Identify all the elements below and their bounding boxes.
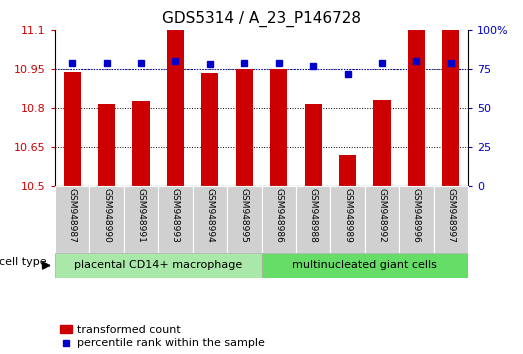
Text: GSM948986: GSM948986	[274, 188, 283, 243]
Bar	[442, 30, 460, 186]
Bar	[434, 186, 468, 253]
Text: GDS5314 / A_23_P146728: GDS5314 / A_23_P146728	[162, 11, 361, 27]
Bar	[365, 186, 399, 253]
Bar	[339, 155, 356, 186]
Text: GSM948990: GSM948990	[102, 188, 111, 243]
Bar	[304, 104, 322, 186]
Bar	[270, 69, 287, 186]
Text: cell type: cell type	[0, 257, 47, 267]
Bar	[55, 186, 89, 253]
Text: GSM948991: GSM948991	[137, 188, 145, 243]
Legend: transformed count, percentile rank within the sample: transformed count, percentile rank withi…	[61, 325, 265, 348]
Bar	[55, 253, 262, 278]
Bar	[262, 253, 468, 278]
Bar	[408, 30, 425, 186]
Bar	[201, 73, 219, 186]
Text: GSM948993: GSM948993	[171, 188, 180, 243]
Bar	[63, 72, 81, 186]
Bar	[227, 186, 262, 253]
Text: multinucleated giant cells: multinucleated giant cells	[292, 261, 437, 270]
Text: placental CD14+ macrophage: placental CD14+ macrophage	[74, 261, 242, 270]
Text: GSM948995: GSM948995	[240, 188, 249, 243]
Text: GSM948988: GSM948988	[309, 188, 317, 243]
Text: GSM948987: GSM948987	[67, 188, 77, 243]
Text: GSM948997: GSM948997	[446, 188, 456, 243]
Bar	[399, 186, 434, 253]
Bar	[132, 102, 150, 186]
Text: GSM948994: GSM948994	[206, 188, 214, 242]
Bar	[192, 186, 227, 253]
Bar	[89, 186, 124, 253]
Bar	[373, 100, 391, 186]
Bar	[262, 186, 296, 253]
Text: GSM948992: GSM948992	[378, 188, 386, 242]
Bar	[124, 186, 158, 253]
Bar	[158, 186, 192, 253]
Bar	[236, 69, 253, 186]
Bar	[98, 104, 115, 186]
Bar	[331, 186, 365, 253]
Text: GSM948989: GSM948989	[343, 188, 352, 243]
Bar	[167, 30, 184, 186]
Bar	[296, 186, 331, 253]
Text: GSM948996: GSM948996	[412, 188, 421, 243]
